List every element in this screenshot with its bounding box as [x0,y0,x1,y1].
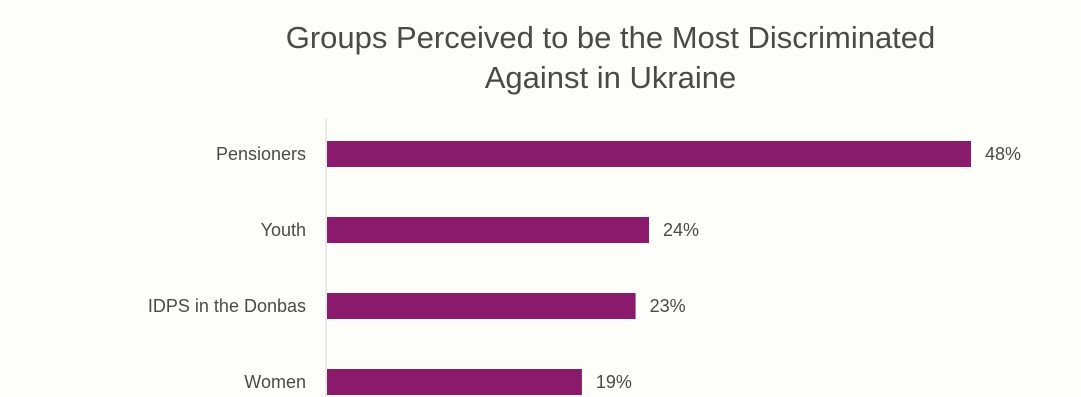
chart-title-line-2: Against in Ukraine [484,60,737,95]
category-label: Youth [261,220,306,240]
bar [327,293,636,319]
chart-title-line-1: Groups Perceived to be the Most Discrimi… [285,20,936,55]
value-label: 19% [596,372,632,392]
category-label: Women [244,372,306,392]
category-label: IDPS in the Donbas [148,296,306,316]
bar [327,369,582,395]
bar [327,141,971,167]
value-label: 23% [650,296,686,316]
chart-title: Groups Perceived to be the Most Discrimi… [0,18,1081,98]
value-label: 24% [663,220,699,240]
bar [327,217,649,243]
value-label: 48% [985,144,1021,164]
category-label: Pensioners [216,144,306,164]
